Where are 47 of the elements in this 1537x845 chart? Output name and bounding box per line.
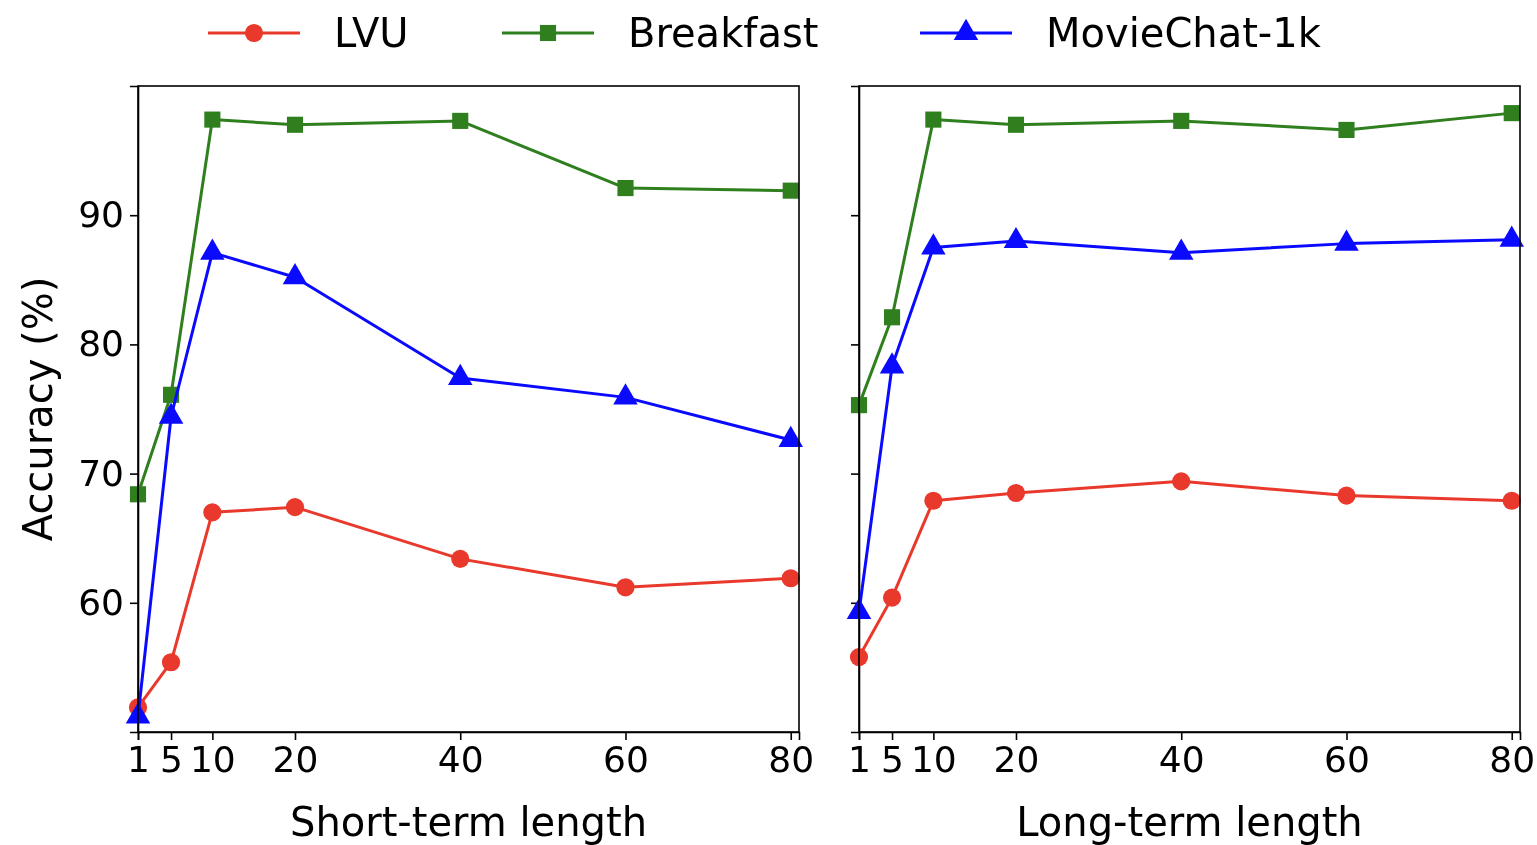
point [1172,472,1191,491]
point [204,111,221,128]
point [882,588,902,607]
x-tick-label: 20 [993,738,1040,780]
y-axis-title: Accuracy (%) [15,276,61,542]
point [617,180,634,197]
point [1502,491,1521,510]
x-tick-label: 1 [848,738,871,780]
point [781,569,800,588]
point [883,309,901,326]
x-tick-label: 60 [1324,738,1370,780]
point [1338,121,1355,138]
point [924,491,943,510]
x-tick-label: 5 [881,738,904,780]
x-tick-label: 1 [127,738,150,780]
x-tick-label: 80 [768,738,815,780]
point [161,653,181,672]
x-tick-label: 40 [1158,738,1205,780]
point [285,498,305,517]
x-tick-label: 5 [160,738,183,780]
legend-label: Breakfast [628,10,819,56]
point [286,116,304,133]
point [616,578,635,597]
point [782,182,799,199]
point [1006,483,1026,503]
x-tick-label: 40 [437,738,484,780]
legend-label: LVU [334,10,409,56]
y-tick-label: 70 [78,452,124,494]
point [1337,486,1356,505]
x-tick-label: 20 [272,738,319,780]
point [1503,105,1520,122]
point [451,549,470,568]
y-tick-label: 60 [78,581,124,623]
point [203,503,222,522]
point [1173,112,1190,129]
point [452,112,469,129]
y-tick-label: 80 [78,323,124,365]
y-tick-label: 90 [78,194,124,236]
x-tick-label: 80 [1489,738,1536,780]
x-axis-title: Long-term length [1016,799,1363,845]
x-axis-title: Short-term length [290,799,647,845]
x-tick-label: 10 [189,738,236,780]
legend-label: MovieChat-1k [1046,10,1322,56]
x-tick-label: 60 [603,738,649,780]
point [925,111,942,128]
x-tick-label: 10 [910,738,957,780]
point [1007,116,1025,133]
